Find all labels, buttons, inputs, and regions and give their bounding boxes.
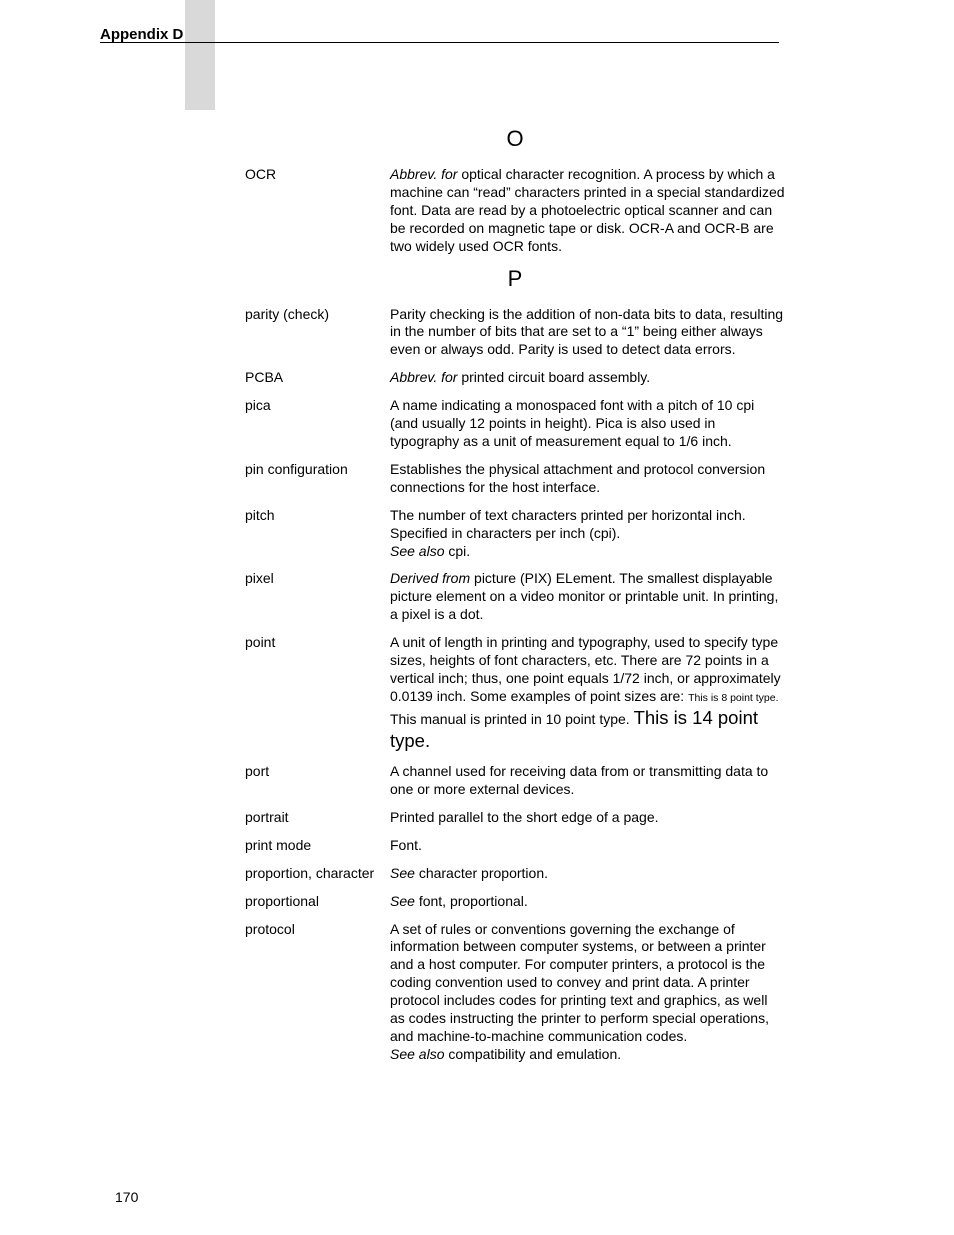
definition-text: Derived from bbox=[390, 570, 474, 586]
header-label: Appendix D bbox=[100, 26, 183, 43]
glossary-entry: portraitPrinted parallel to the short ed… bbox=[245, 809, 785, 827]
definition-text: This manual is printed in 10 point type. bbox=[390, 711, 634, 727]
glossary-term: PCBA bbox=[245, 369, 390, 387]
glossary-term: OCR bbox=[245, 166, 390, 256]
glossary-term: port bbox=[245, 763, 390, 799]
glossary-definition: Font. bbox=[390, 837, 785, 855]
section-letter: P bbox=[245, 266, 785, 292]
glossary-term: protocol bbox=[245, 921, 390, 1064]
glossary-definition: See font, proportional. bbox=[390, 893, 785, 911]
definition-text: See also bbox=[390, 543, 448, 559]
definition-text: Printed parallel to the short edge of a … bbox=[390, 809, 659, 825]
definition-text: The number of text characters printed pe… bbox=[390, 507, 746, 541]
glossary-term: proportional bbox=[245, 893, 390, 911]
glossary-term: pin configuration bbox=[245, 461, 390, 497]
glossary-entry: proportion, characterSee character propo… bbox=[245, 865, 785, 883]
definition-text: Establishes the physical attachment and … bbox=[390, 461, 765, 495]
glossary-definition: Printed parallel to the short edge of a … bbox=[390, 809, 785, 827]
glossary-entry: picaA name indicating a monospaced font … bbox=[245, 397, 785, 451]
glossary-definition: A channel used for receiving data from o… bbox=[390, 763, 785, 799]
glossary-term: portrait bbox=[245, 809, 390, 827]
header-rule bbox=[100, 42, 779, 43]
definition-text: This is 8 point type. bbox=[688, 692, 778, 704]
glossary-definition: See character proportion. bbox=[390, 865, 785, 883]
glossary-definition: Establishes the physical attachment and … bbox=[390, 461, 785, 497]
glossary-entry: pin configurationEstablishes the physica… bbox=[245, 461, 785, 497]
glossary-term: pitch bbox=[245, 507, 390, 561]
glossary-term: pica bbox=[245, 397, 390, 451]
definition-text: A channel used for receiving data from o… bbox=[390, 763, 768, 797]
glossary-term: point bbox=[245, 634, 390, 753]
definition-text: See bbox=[390, 893, 419, 909]
definition-text: A name indicating a monospaced font with… bbox=[390, 397, 754, 449]
glossary-entry: print modeFont. bbox=[245, 837, 785, 855]
definition-text: See also bbox=[390, 1046, 448, 1062]
definition-text: font, proportional. bbox=[419, 893, 528, 909]
glossary-content: O OCRAbbrev. for optical character recogn… bbox=[245, 120, 785, 1074]
glossary-definition: Derived from picture (PIX) ELement. The … bbox=[390, 570, 785, 624]
glossary-definition: The number of text characters printed pe… bbox=[390, 507, 785, 561]
glossary-term: print mode bbox=[245, 837, 390, 855]
glossary-term: proportion, character bbox=[245, 865, 390, 883]
definition-text: Font. bbox=[390, 837, 422, 853]
glossary-term: pixel bbox=[245, 570, 390, 624]
glossary-term: parity (check) bbox=[245, 306, 390, 360]
glossary-entry: proportionalSee font, proportional. bbox=[245, 893, 785, 911]
definition-text: A set of rules or conventions governing … bbox=[390, 921, 769, 1044]
definition-text: cpi. bbox=[448, 543, 470, 559]
glossary-definition: Parity checking is the addition of non-d… bbox=[390, 306, 785, 360]
header-grey-bar bbox=[185, 0, 215, 110]
glossary-entry: pixelDerived from picture (PIX) ELement.… bbox=[245, 570, 785, 624]
glossary-entry: OCRAbbrev. for optical character recogni… bbox=[245, 166, 785, 256]
section-letter: O bbox=[245, 126, 785, 152]
definition-text: Abbrev. for bbox=[390, 166, 461, 182]
glossary-definition: Abbrev. for optical character recognitio… bbox=[390, 166, 785, 256]
definition-text: See bbox=[390, 865, 419, 881]
glossary-definition: Abbrev. for printed circuit board assemb… bbox=[390, 369, 785, 387]
glossary-definition: A unit of length in printing and typogra… bbox=[390, 634, 785, 753]
definition-text: Abbrev. for bbox=[390, 369, 461, 385]
glossary-entry: pointA unit of length in printing and ty… bbox=[245, 634, 785, 753]
glossary-entry: pitchThe number of text characters print… bbox=[245, 507, 785, 561]
definition-text: printed circuit board assembly. bbox=[461, 369, 650, 385]
glossary-definition: A name indicating a monospaced font with… bbox=[390, 397, 785, 451]
definition-text: compatibility and emulation. bbox=[448, 1046, 621, 1062]
page: Appendix D O OCRAbbrev. for optical chara… bbox=[0, 0, 954, 1235]
definition-text: Parity checking is the addition of non-d… bbox=[390, 306, 783, 358]
glossary-entry: PCBAAbbrev. for printed circuit board as… bbox=[245, 369, 785, 387]
glossary-entry: parity (check)Parity checking is the add… bbox=[245, 306, 785, 360]
glossary-entry: protocolA set of rules or conventions go… bbox=[245, 921, 785, 1064]
definition-text: character proportion. bbox=[419, 865, 548, 881]
page-number: 170 bbox=[115, 1189, 138, 1205]
glossary-entry: portA channel used for receiving data fr… bbox=[245, 763, 785, 799]
glossary-definition: A set of rules or conventions governing … bbox=[390, 921, 785, 1064]
